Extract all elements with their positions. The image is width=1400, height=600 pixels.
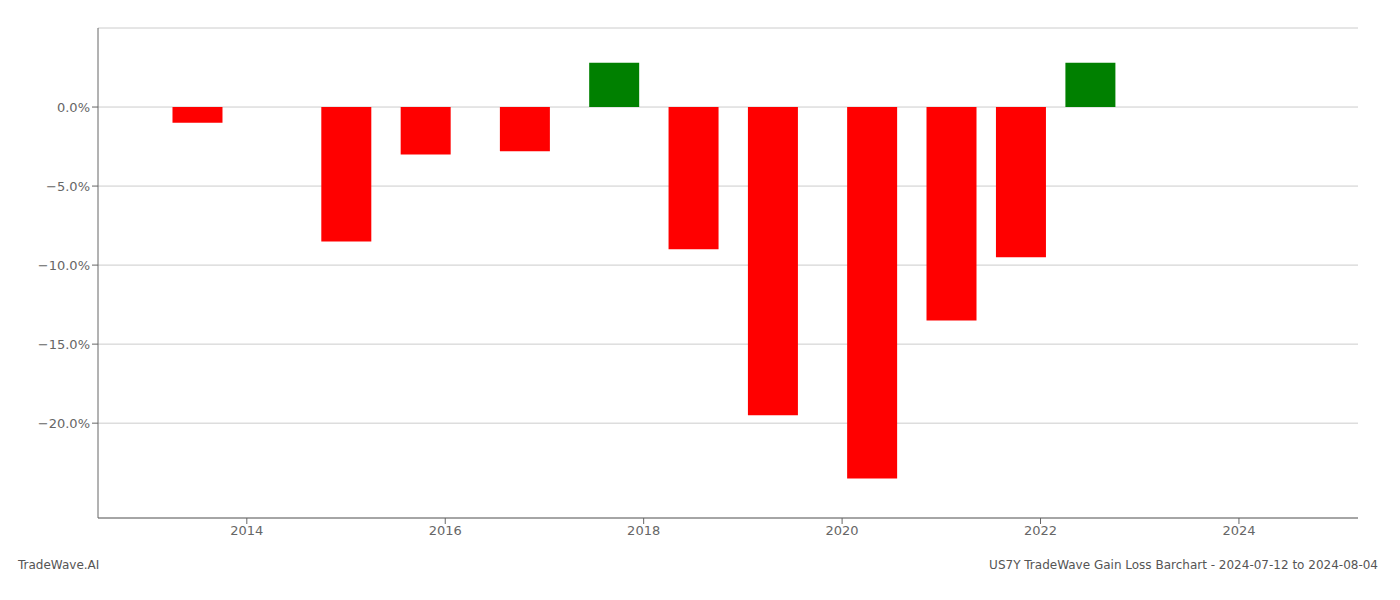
- svg-text:2014: 2014: [230, 523, 263, 538]
- svg-text:2022: 2022: [1024, 523, 1057, 538]
- html-text:US7Y TradeWave Gain Loss Barch: US7Y TradeWave Gain Loss Barchart - 2024…: [989, 558, 1378, 572]
- svg-text:−10.0%: −10.0%: [38, 258, 90, 273]
- svg-text:0.0%: 0.0%: [57, 100, 90, 115]
- svg-text:2016: 2016: [429, 523, 462, 538]
- svg-text:−20.0%: −20.0%: [38, 416, 90, 431]
- svg-text:2024: 2024: [1222, 523, 1255, 538]
- svg-text:2020: 2020: [826, 523, 859, 538]
- svg-text:2018: 2018: [627, 523, 660, 538]
- svg-text:−15.0%: −15.0%: [38, 337, 90, 352]
- html-text:TradeWave.AI: TradeWave.AI: [18, 558, 100, 572]
- svg-text:−5.0%: −5.0%: [46, 179, 90, 194]
